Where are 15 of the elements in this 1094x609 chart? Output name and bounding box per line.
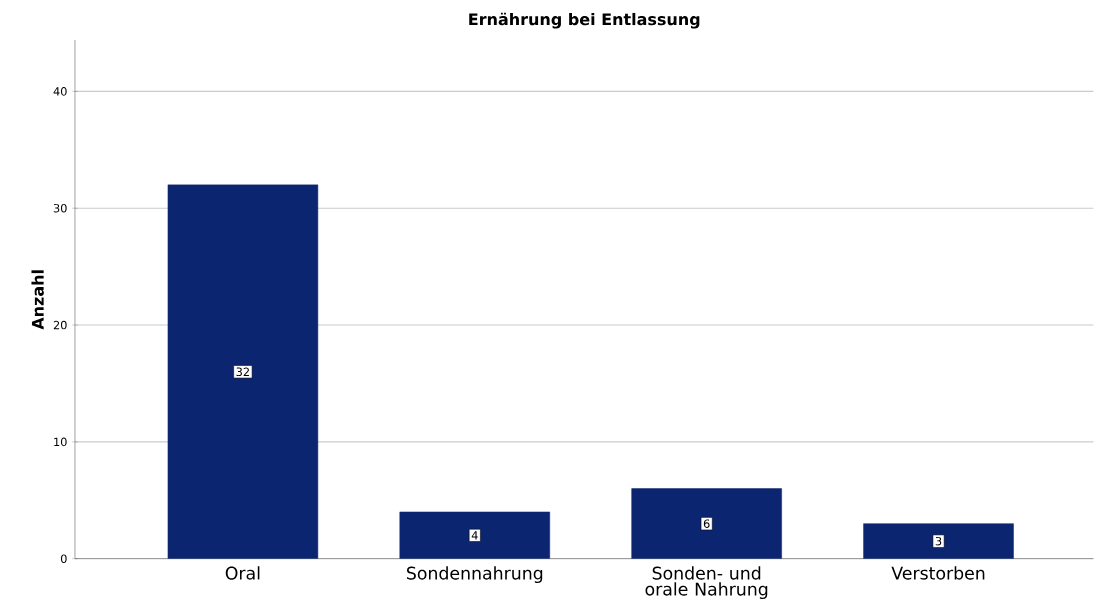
y-tick-label: 20 (53, 320, 67, 330)
y-tick-label: 10 (54, 437, 67, 447)
x-tick-label: Sonden- und orale Nahrung (645, 566, 768, 600)
data-label: 6 (703, 519, 710, 529)
data-label: 4 (471, 531, 478, 540)
x-tick-label: Verstorben (891, 566, 985, 580)
x-tick-label: Oral (225, 566, 260, 580)
data-label: 32 (236, 367, 249, 377)
x-tick-label: Sondennahrung (406, 566, 543, 584)
data-label: 3 (935, 537, 942, 546)
y-tick-label: 0 (60, 554, 67, 564)
y-axis-title: Anzahl (31, 270, 44, 330)
y-tick-label: 40 (53, 87, 67, 96)
y-tick-label: 30 (53, 204, 67, 213)
chart-title: Ernährung bei Entlassung (469, 12, 700, 29)
